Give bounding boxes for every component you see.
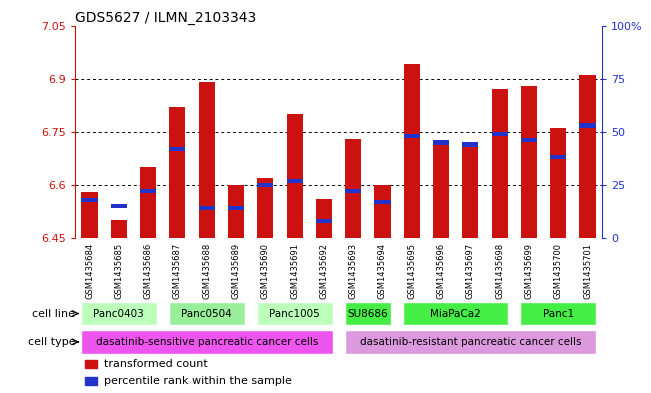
Text: dasatinib-sensitive pancreatic cancer cells: dasatinib-sensitive pancreatic cancer ce… (96, 337, 318, 347)
Text: GSM1435700: GSM1435700 (554, 243, 562, 299)
Text: GSM1435701: GSM1435701 (583, 243, 592, 299)
Bar (169, 302, 245, 325)
Bar (111, 204, 127, 208)
Bar (316, 219, 332, 223)
Text: GSM1435691: GSM1435691 (290, 243, 299, 299)
Text: percentile rank within the sample: percentile rank within the sample (104, 376, 292, 386)
Bar (492, 89, 508, 238)
Text: GSM1435698: GSM1435698 (495, 243, 504, 299)
Bar (199, 82, 215, 238)
Bar (81, 302, 157, 325)
Text: GSM1435685: GSM1435685 (115, 243, 123, 299)
Bar (492, 132, 508, 136)
Bar (111, 220, 127, 238)
Text: GSM1435684: GSM1435684 (85, 243, 94, 299)
Bar (169, 107, 186, 238)
Text: GSM1435694: GSM1435694 (378, 243, 387, 299)
Bar (579, 75, 596, 238)
Text: GSM1435692: GSM1435692 (320, 243, 328, 299)
Bar (228, 185, 244, 238)
Text: GSM1435688: GSM1435688 (202, 243, 211, 299)
Bar (257, 178, 273, 238)
Text: Panc0504: Panc0504 (182, 309, 232, 319)
Bar (462, 142, 478, 238)
Bar (521, 138, 537, 142)
Text: GSM1435689: GSM1435689 (232, 243, 240, 299)
Text: GSM1435690: GSM1435690 (261, 243, 270, 299)
Bar (520, 302, 596, 325)
Text: Panc1: Panc1 (543, 309, 574, 319)
Bar (256, 302, 333, 325)
Bar (374, 200, 391, 204)
Bar (521, 86, 537, 238)
Bar (433, 140, 449, 145)
Text: GSM1435686: GSM1435686 (144, 243, 152, 299)
Text: GSM1435697: GSM1435697 (466, 243, 475, 299)
Bar (344, 330, 596, 354)
Bar (579, 123, 596, 127)
Bar (257, 183, 273, 187)
Bar (81, 330, 333, 354)
Text: cell line: cell line (33, 309, 76, 319)
Text: GSM1435695: GSM1435695 (408, 243, 416, 299)
Text: SU8686: SU8686 (348, 309, 388, 319)
Bar (199, 206, 215, 210)
Text: dasatinib-resistant pancreatic cancer cells: dasatinib-resistant pancreatic cancer ce… (359, 337, 581, 347)
Bar (85, 360, 97, 368)
Bar (433, 142, 449, 238)
Text: GSM1435696: GSM1435696 (437, 243, 445, 299)
Bar (404, 64, 420, 238)
Text: GSM1435687: GSM1435687 (173, 243, 182, 299)
Text: transformed count: transformed count (104, 359, 208, 369)
Bar (374, 185, 391, 238)
Bar (140, 167, 156, 238)
Bar (286, 178, 303, 183)
Bar (85, 377, 97, 385)
Bar (550, 128, 566, 238)
Bar (140, 189, 156, 193)
Text: Panc0403: Panc0403 (94, 309, 144, 319)
Bar (345, 189, 361, 193)
Bar (316, 199, 332, 238)
Bar (404, 134, 420, 138)
Text: GSM1435699: GSM1435699 (525, 243, 533, 299)
Bar (228, 206, 244, 210)
Bar (169, 147, 186, 151)
Bar (345, 139, 361, 238)
Text: Panc1005: Panc1005 (270, 309, 320, 319)
Text: GDS5627 / ILMN_2103343: GDS5627 / ILMN_2103343 (75, 11, 256, 24)
Text: MiaPaCa2: MiaPaCa2 (430, 309, 481, 319)
Bar (286, 114, 303, 238)
Bar (403, 302, 508, 325)
Text: GSM1435693: GSM1435693 (349, 243, 357, 299)
Text: cell type: cell type (28, 337, 76, 347)
Bar (81, 198, 98, 202)
Bar (81, 192, 98, 238)
Bar (462, 142, 478, 147)
Bar (550, 155, 566, 160)
Bar (344, 302, 391, 325)
